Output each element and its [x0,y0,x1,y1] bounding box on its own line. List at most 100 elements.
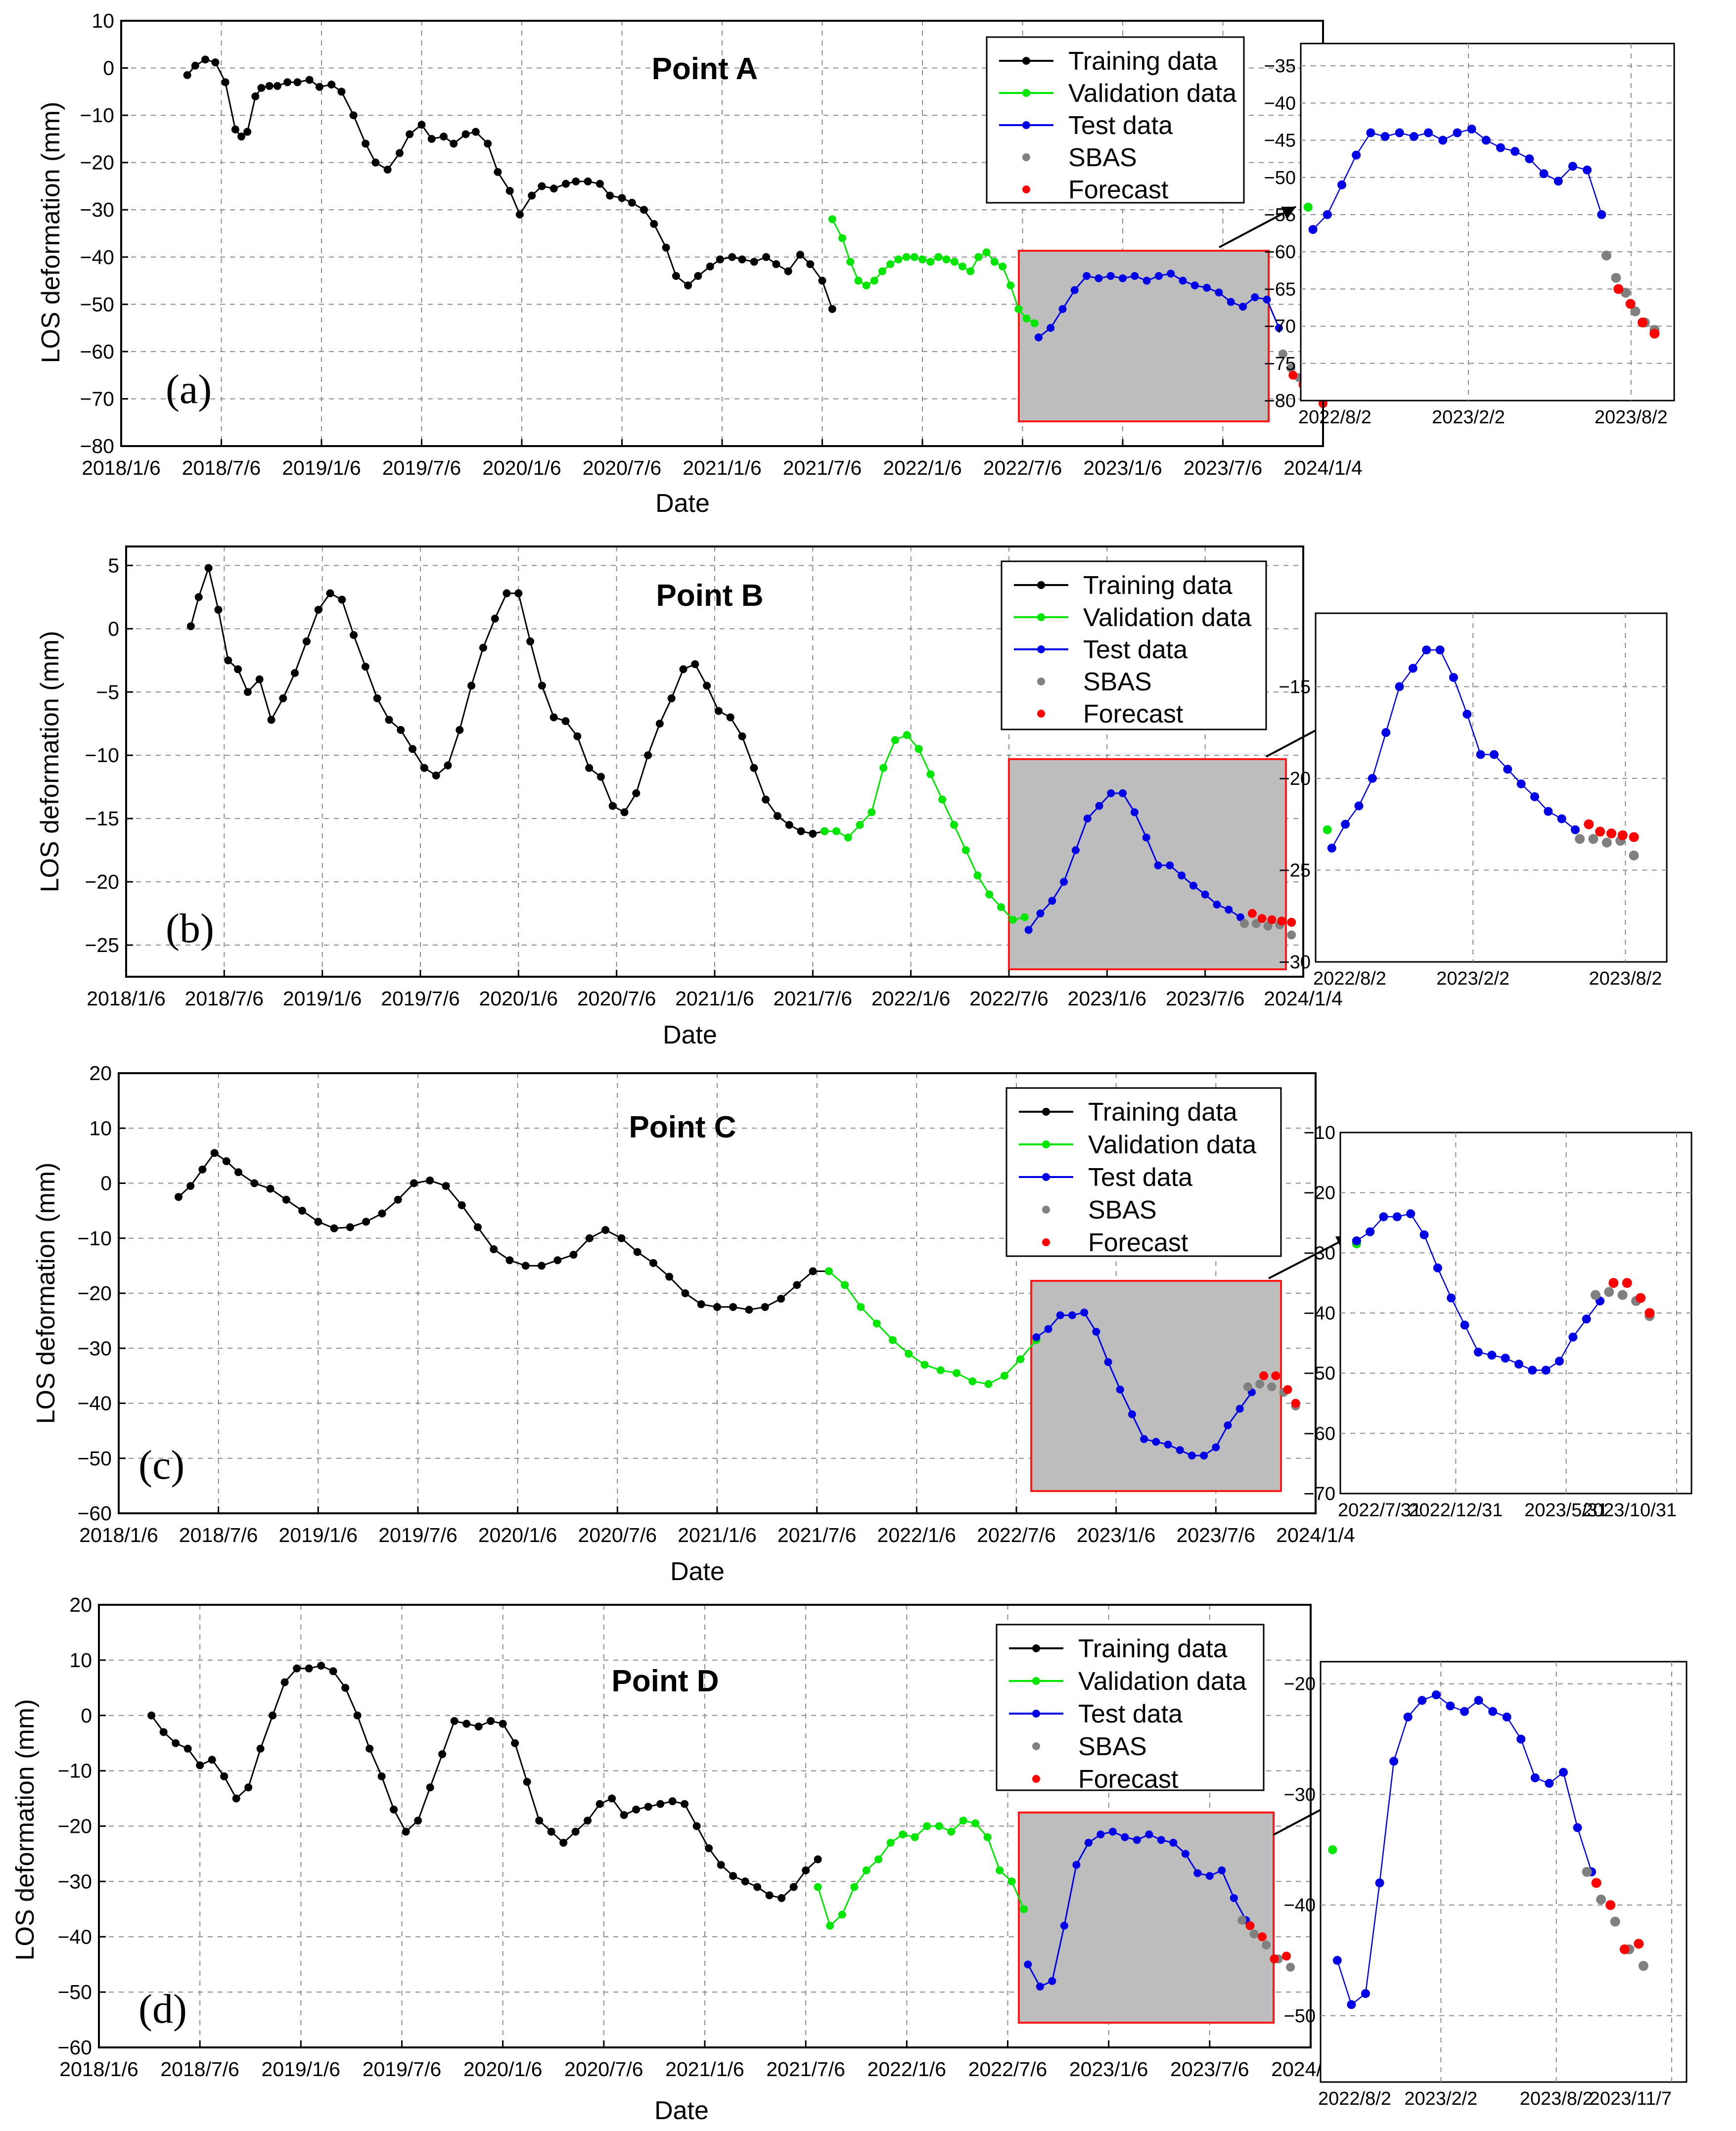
panel-a: Point A (a) LOS deformation (mm) Date 20… [37,9,1675,518]
panel-b-xtick-label-2: 2019/1/6 [283,987,362,1010]
panel-b-training-point [655,720,664,728]
panel-b-training-point [679,665,687,674]
panel-a-inset-ytick-label-1: −40 [1264,93,1296,114]
panel-c-sbas-point [1243,1382,1252,1392]
panel-d-inset-xtick-label-2: 2023/8/2 [1520,2088,1593,2109]
panel-d-xtick-label-2: 2019/1/6 [262,2058,341,2081]
panel-b-inset-test-point [1422,645,1431,655]
panel-a-training-point [562,180,570,188]
panel-d-test-point [1133,1836,1141,1844]
panel-b-inset-test-point [1435,645,1445,655]
panel-c-test-point [1068,1311,1076,1319]
panel-a-inset-test-point [1409,132,1418,141]
panel-c-validation-point [888,1336,897,1344]
panel-a-training-point [237,133,245,141]
panel-a-validation-point [894,255,903,264]
panel-a-training-point [528,191,536,200]
panel-d-inset-forecast-point [1634,1939,1644,1949]
panel-a-inset-test-point [1453,128,1462,137]
panel-c-label: (c) [138,1442,184,1488]
panel-b-zoom-region [1008,758,1287,970]
panel-c-test-point [1200,1451,1208,1460]
panel-c-xtick-label-10: 2023/1/6 [1077,1524,1156,1546]
panel-c-training-point [601,1226,610,1234]
panel-b-test-point [1083,815,1092,823]
panel-a-validation-point [934,253,943,261]
panel-a-inset-xtick-label-0: 2022/8/2 [1298,407,1371,428]
panel-c-xtick-label-0: 2018/1/6 [79,1524,158,1546]
panel-c-xtick-label-5: 2020/7/6 [578,1524,657,1546]
panel-b-training-point [503,589,511,597]
panel-a-arrow-head [1281,207,1296,220]
panel-b-inset-sbas-point [1588,834,1599,844]
panel-c-inset-xtick-label-3: 2023/10/31 [1583,1500,1677,1521]
panel-c-legend: Training data Validation data Test data SBA… [1005,1087,1282,1257]
panel-a-xtick-label-11: 2023/7/6 [1184,456,1263,479]
panel-b-training-point [797,827,805,835]
panel-b-training-point [549,713,558,722]
panel-a-training-point [572,177,580,185]
panel-b-inset-forecast-point [1606,828,1616,839]
panel-b-training-point [514,589,523,597]
panel-b-validation-point [985,890,994,899]
panel-d-ytick-label-6: −40 [57,1925,92,1948]
panel-c-title: Point C [629,1110,736,1144]
panel-a-training-point [595,180,604,188]
panel-d-training-point [668,1797,677,1806]
panel-d-inset: −20 −30 −40 −50 2022/8/2 2023/2/2 2023/8/22023… [1284,1661,1688,2109]
panel-a-test-point [1070,286,1079,294]
panel-c-ytick-label-7: −50 [77,1447,112,1470]
panel-b-training-point [703,681,711,690]
panel-a-test-point [1142,276,1151,285]
panel-c-validation-point [905,1350,913,1358]
panel-b-legend-training-marker [1037,581,1045,589]
panel-a-sbas-point [1279,349,1287,359]
panel-c-training-point [490,1245,498,1253]
panel-c-test-point [1235,1405,1244,1413]
panel-d-training-point [450,1717,458,1725]
panel-a-training-point [231,125,239,134]
panel-c-test-point [1140,1435,1148,1443]
panel-c-validation-point [1000,1371,1008,1380]
panel-c-inset-test-point [1352,1236,1361,1245]
panel-c-inset-test-point [1406,1209,1416,1219]
panel-a-training-point [395,149,404,157]
panel-d-inset-test-point [1573,1823,1582,1832]
panel-b-training-point [561,717,570,725]
panel-c-validation-point [857,1303,865,1311]
panel-b-validation-point [950,820,958,829]
panel-d-inset-test-point [1403,1712,1413,1722]
panel-c-xtick-label-6: 2021/1/6 [678,1524,757,1546]
panel-b-legend-test-label: Test data [1083,635,1188,664]
panel-c-inset-forecast-point [1645,1308,1655,1318]
panel-c-inset-test-point [1501,1354,1510,1363]
panel-d-training-point [293,1664,301,1673]
panel-c-inset-test-point [1554,1357,1564,1366]
panel-b-test-point [1142,833,1150,842]
panel-c-inset-forecast-point [1608,1278,1619,1288]
panel-b-inset-forecast-point [1629,832,1639,842]
panel-c-forecast-point [1259,1371,1269,1380]
panel-c-ytick-label-1: 10 [89,1117,112,1139]
panel-a-training-point [640,206,648,214]
panel-b-legend-validation-marker [1037,613,1045,621]
panel-b-training-point [326,589,334,597]
panel-a-inset-forecast-point [1613,284,1624,294]
panel-d-inset-test-point [1474,1696,1483,1705]
panel-d-training-point [608,1794,616,1803]
panel-d-validation-point [838,1910,846,1919]
panel-a-validation-point [999,262,1006,271]
panel-d-series [147,1662,1295,1991]
panel-b-ytick-label-1: 0 [108,617,119,640]
panel-c-ytick-label-5: −30 [77,1337,112,1360]
panel-d-training-point [341,1683,350,1692]
panel-a-inset-ytick-label-9: −80 [1264,391,1296,411]
panel-a-validation-point [838,234,846,242]
panel-c-inset-sbas-point [1590,1290,1600,1300]
panel-c-xtick-label-4: 2020/1/6 [478,1524,557,1546]
panel-d-axes: 2018/1/6 2018/7/6 2019/1/6 2019/7/6 2020/1/6… [57,1593,1350,2081]
panel-a-validation-point [950,258,959,266]
panel-b-validation-line [824,734,1025,921]
panel-d-training-point [753,1883,762,1891]
panel-d-inset-test-point [1332,1955,1342,1965]
